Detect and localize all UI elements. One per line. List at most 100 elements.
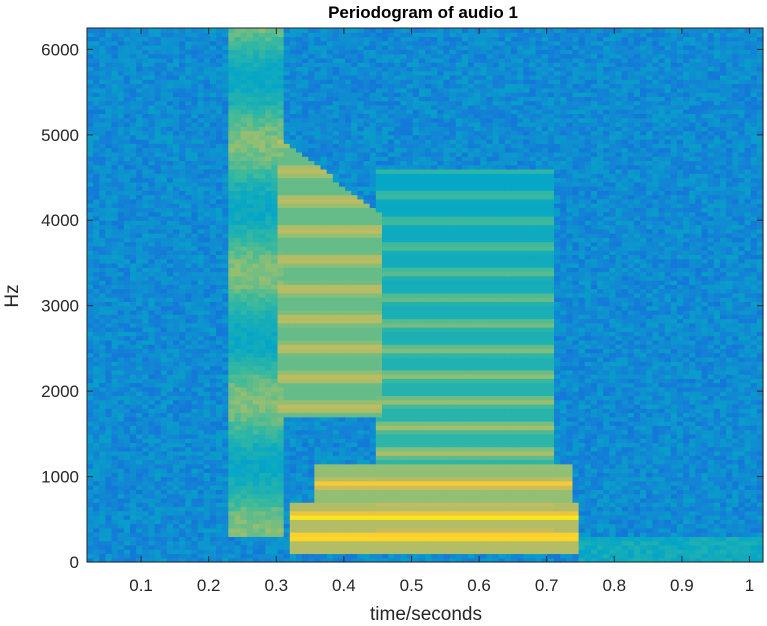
heatmap-cell [302,553,309,559]
heatmap-cell [308,139,315,144]
heatmap-cell [308,220,315,226]
heatmap-cell [246,540,254,546]
heatmap-cell [252,233,260,238]
heatmap-cell [93,442,100,448]
heatmap-cell [265,463,272,469]
heatmap-cell [289,352,297,358]
heatmap-cell [142,66,150,72]
heatmap-cell [179,211,186,217]
heatmap-cell [326,147,334,153]
heatmap-cell [277,459,285,465]
heatmap-cell [136,403,143,409]
heatmap-cell [209,262,217,268]
heatmap-cell [240,322,248,328]
heatmap-cell [277,356,285,362]
heatmap-cell [240,271,248,277]
heatmap-cell [142,92,150,97]
heatmap-cell [142,83,150,89]
heatmap-cell [222,318,229,324]
heatmap-cell [166,190,174,196]
heatmap-cell [111,463,119,469]
heatmap-cell [222,96,229,102]
heatmap-cell [148,476,156,482]
heatmap-cell [203,151,211,157]
heatmap-cell [209,181,217,187]
heatmap-cell [185,87,193,93]
heatmap-cell [87,476,94,482]
heatmap-cell [117,147,125,153]
heatmap-cell [216,211,223,217]
heatmap-cell [308,113,315,119]
heatmap-cell [99,280,107,285]
heatmap-cell [326,455,334,461]
heatmap-cell [105,519,113,525]
heatmap-cell [99,408,107,414]
heatmap-cell [320,109,328,115]
heatmap-cell [246,258,254,264]
heatmap-cell [222,267,229,273]
heatmap-cell [326,369,334,375]
heatmap-cell [265,429,272,435]
heatmap-cell [302,322,309,328]
heatmap-cell [105,421,113,426]
heatmap-cell [326,104,334,110]
heatmap-cell [123,36,131,42]
heatmap-cell [228,40,236,46]
heatmap-cell [234,181,242,187]
heatmap-cell [240,258,248,264]
heatmap-cell [185,164,193,170]
heatmap-cell [228,468,236,473]
heatmap-cell [191,280,199,285]
heatmap-cell [246,327,254,332]
heatmap-cell [252,339,260,345]
heatmap-cell [271,408,279,414]
heatmap-cell [142,480,150,486]
heatmap-cell [259,224,266,230]
heatmap-cell [314,168,322,174]
heatmap-cell [216,480,223,486]
heatmap-cell [222,228,229,234]
heatmap-cell [234,476,242,482]
heatmap-cell [160,121,168,127]
heatmap-cell [123,224,131,230]
heatmap-cell [246,173,254,179]
heatmap-cell [283,519,291,525]
heatmap-cell [222,40,229,46]
heatmap-cell [148,258,156,264]
heatmap-cell [314,233,322,238]
heatmap-cell [228,416,236,422]
heatmap-cell [240,395,248,401]
heatmap-cell [197,309,205,315]
heatmap-cell [136,382,143,388]
heatmap-cell [117,40,125,46]
heatmap-cell [246,463,254,469]
heatmap-cell [105,480,113,486]
heatmap-cell [326,45,334,50]
heatmap-cell [154,134,162,140]
heatmap-cell [252,378,260,384]
heatmap-cell [222,468,229,473]
heatmap-cell [197,121,205,127]
heatmap-cell [173,254,180,260]
heatmap-cell [326,87,334,93]
heatmap-cell [320,489,328,495]
heatmap-cell [302,207,309,213]
heatmap-cell [185,126,193,132]
heatmap-cell [259,250,266,256]
heatmap-cell [265,369,272,375]
heatmap-cell [308,352,315,358]
heatmap-cell [185,245,193,251]
heatmap-cell [314,403,322,409]
heatmap-cell [203,344,211,349]
heatmap-cell [283,378,291,384]
heatmap-cell [252,173,260,179]
heatmap-cell [154,109,162,115]
heatmap-cell [160,446,168,452]
heatmap-cell [240,305,248,311]
heatmap-cell [222,284,229,290]
heatmap-cell [277,241,285,247]
heatmap-cell [252,421,260,426]
heatmap-cell [173,557,180,563]
heatmap-cell [130,194,137,200]
heatmap-cell [320,352,328,358]
